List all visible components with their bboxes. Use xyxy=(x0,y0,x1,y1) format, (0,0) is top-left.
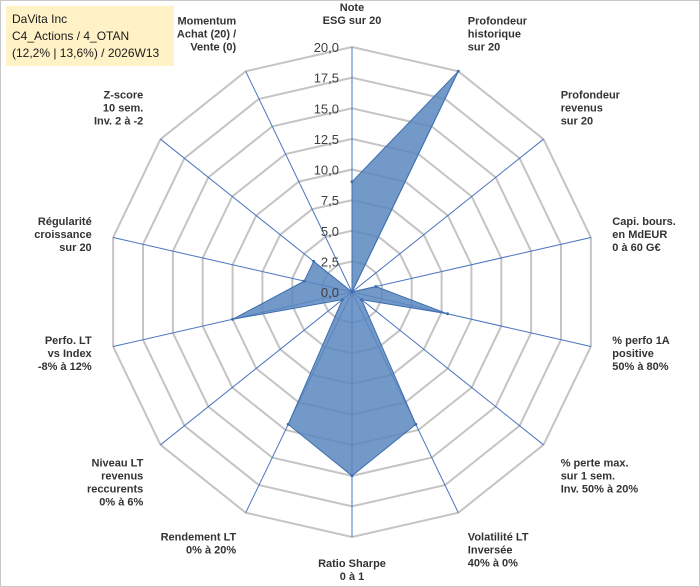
tick-label-7: 17,5 xyxy=(314,71,339,86)
axis-label-11-line-2: vs Index xyxy=(48,348,93,360)
axis-label-11-line-1: Perfo. LT xyxy=(45,335,92,347)
data-point-10 xyxy=(340,298,344,302)
axis-label-10-line-2: revenus xyxy=(101,471,143,483)
axis-label-12: Régularité croissance sur 20 xyxy=(34,216,91,254)
axis-label-13-line-3: Inv. 2 à -2 xyxy=(94,116,143,128)
data-point-4 xyxy=(374,285,378,288)
axis-label-5-line-2: positive xyxy=(612,348,654,360)
axis-label-9: Rendement LT 0% à 20% xyxy=(161,532,237,557)
axis-label-6-line-1: % perte max. xyxy=(561,458,629,470)
axis-label-8: Ratio Sharpe 0 à 1 xyxy=(318,558,386,583)
tick-label-5: 12,5 xyxy=(314,132,339,147)
tick-label-0: 0,0 xyxy=(321,285,339,300)
axis-label-14: Momentum Achat (20) / Vente (0) xyxy=(177,15,237,53)
axis-label-10-line-1: Niveau LT xyxy=(92,458,144,470)
axis-label-2-line-2: historique xyxy=(468,28,521,40)
axis-label-12-line-1: Régularité xyxy=(38,216,92,228)
axis-label-6-line-2: sur 1 sem. xyxy=(561,471,615,483)
axis-label-3-line-2: revenus xyxy=(561,103,603,115)
axis-label-8-line-1: Ratio Sharpe xyxy=(318,558,386,570)
data-point-14 xyxy=(350,290,354,294)
axis-label-10-line-4: 0% à 6% xyxy=(99,497,143,509)
data-point-5 xyxy=(446,312,449,316)
axis-label-1-line-2: ESG sur 20 xyxy=(323,15,382,27)
company-name: DaVita Inc xyxy=(12,12,68,26)
tick-label-2: 5,0 xyxy=(321,224,339,239)
axis-label-5: % perfo 1A positive 50% à 80% xyxy=(612,335,670,373)
axis-label-7-line-1: Volatilité LT xyxy=(468,532,529,544)
axis-label-3: Profondeur revenus sur 20 xyxy=(561,90,621,128)
axis-label-10-line-3: reccurents xyxy=(87,484,143,496)
axis-label-3-line-1: Profondeur xyxy=(561,90,621,102)
axis-label-6: % perte max. sur 1 sem. Inv. 50% à 20% xyxy=(561,458,639,496)
axis-label-5-line-1: % perfo 1A xyxy=(612,335,670,347)
data-point-1 xyxy=(350,180,354,184)
axis-label-7-line-3: 40% à 0% xyxy=(468,558,518,570)
axis-label-2-line-1: Profondeur xyxy=(468,15,528,27)
tick-label-8: 20,0 xyxy=(314,40,339,55)
tick-label-6: 15,0 xyxy=(314,101,339,116)
axis-label-2-line-3: sur 20 xyxy=(468,41,500,53)
axis-spoke-3 xyxy=(351,138,544,293)
axis-label-14-line-2: Achat (20) / xyxy=(177,28,236,40)
axis-spoke-4 xyxy=(351,237,592,293)
axis-label-11-line-3: -8% à 12% xyxy=(38,361,92,373)
axis-label-13: Z-score 10 sem. Inv. 2 à -2 xyxy=(94,90,143,128)
axis-spoke-14 xyxy=(245,71,353,293)
axis-spoke-6 xyxy=(351,291,544,446)
axis-label-4: Capi. bours. en MdEUR 0 à 60 G€ xyxy=(612,216,676,254)
axis-spoke-10 xyxy=(160,291,353,446)
axis-label-5-line-3: 50% à 80% xyxy=(612,361,668,373)
axis-label-8-line-2: 0 à 1 xyxy=(340,571,364,583)
tick-label-1: 2,5 xyxy=(321,254,339,269)
data-point-6 xyxy=(360,298,364,302)
axis-label-7-line-2: Inversée xyxy=(468,545,513,557)
classification: C4_Actions / 4_OTAN xyxy=(12,29,130,43)
axis-label-4-line-1: Capi. bours. xyxy=(612,216,676,228)
axis-label-3-line-3: sur 20 xyxy=(561,116,593,128)
axis-label-4-line-2: en MdEUR xyxy=(612,229,667,241)
axis-label-9-line-2: 0% à 20% xyxy=(186,545,236,557)
axis-label-13-line-2: 10 sem. xyxy=(103,103,143,115)
data-point-7 xyxy=(414,422,418,426)
axis-label-4-line-3: 0 à 60 G€ xyxy=(612,242,660,254)
axis-label-6-line-3: Inv. 50% à 20% xyxy=(561,484,639,496)
axis-label-12-line-2: croissance xyxy=(34,229,91,241)
tick-label-3: 7,5 xyxy=(321,193,339,208)
axis-label-7: Volatilité LT Inversée 40% à 0% xyxy=(468,532,529,570)
axis-label-2: Profondeur historique sur 20 xyxy=(468,15,528,53)
axis-label-13-line-1: Z-score xyxy=(104,90,144,102)
data-point-12 xyxy=(302,279,306,283)
axis-label-9-line-1: Rendement LT xyxy=(161,532,237,544)
axis-label-12-line-3: sur 20 xyxy=(59,242,91,254)
axis-label-14-line-1: Momentum xyxy=(178,15,237,27)
data-point-9 xyxy=(286,422,290,426)
tick-label-4: 10,0 xyxy=(314,163,339,178)
title-box: DaVita Inc C4_Actions / 4_OTAN (12,2% | … xyxy=(6,6,174,66)
axis-label-1: Note ESG sur 20 xyxy=(323,2,382,27)
performance-week: (12,2% | 13,6%) / 2026W13 xyxy=(12,46,160,60)
data-point-11 xyxy=(231,317,235,321)
axis-label-1-line-1: Note xyxy=(340,2,364,14)
data-point-2 xyxy=(456,69,460,73)
axis-label-14-line-3: Vente (0) xyxy=(190,41,236,53)
data-point-8 xyxy=(350,474,354,478)
data-point-13 xyxy=(312,259,316,263)
axis-label-11: Perfo. LT vs Index -8% à 12% xyxy=(38,335,93,373)
axis-label-10: Niveau LT revenus reccurents 0% à 6% xyxy=(87,458,144,509)
